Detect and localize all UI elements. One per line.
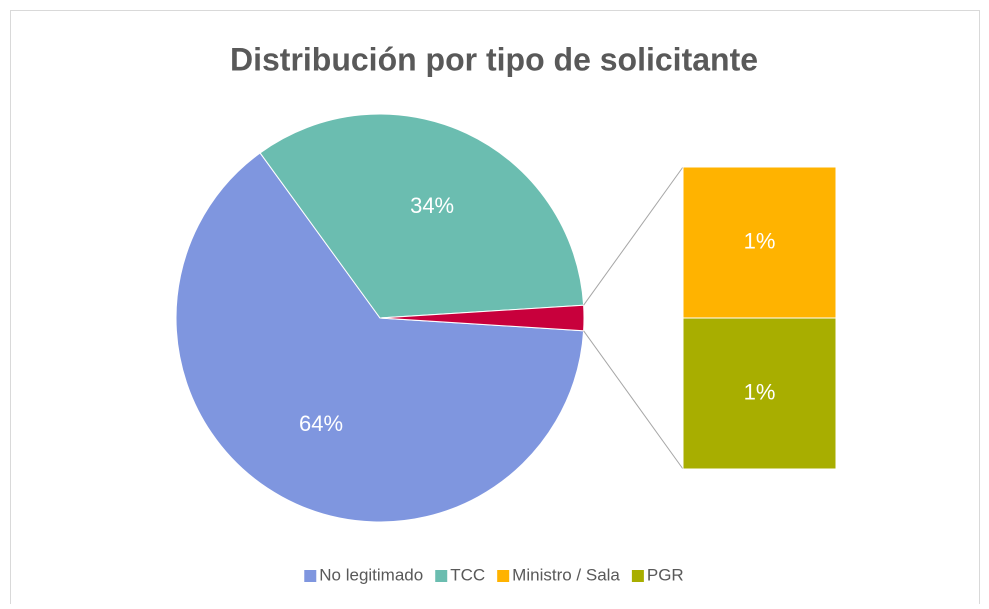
bar-segment [682,166,837,319]
legend-label: PGR [647,565,684,584]
connector-line [583,166,684,306]
pie-slice [175,152,585,523]
legend-label: No legitimado [319,565,423,584]
data-label: 1% [744,379,776,404]
legend-label: Ministro / Sala [512,565,620,584]
data-label: 64% [299,411,343,436]
legend-swatch [631,570,644,582]
connector-line [583,330,684,470]
data-label: 34% [410,193,454,218]
legend-swatch [497,570,510,582]
bar-segment [682,317,837,470]
data-label: 1% [744,228,776,253]
pie-slice-other [379,304,585,332]
pie-slice [259,113,585,319]
legend-label: TCC [450,565,485,584]
legend-swatch [304,570,317,582]
legend-swatch [435,570,448,582]
chart-title: Distribución por tipo de solicitante [230,41,758,77]
